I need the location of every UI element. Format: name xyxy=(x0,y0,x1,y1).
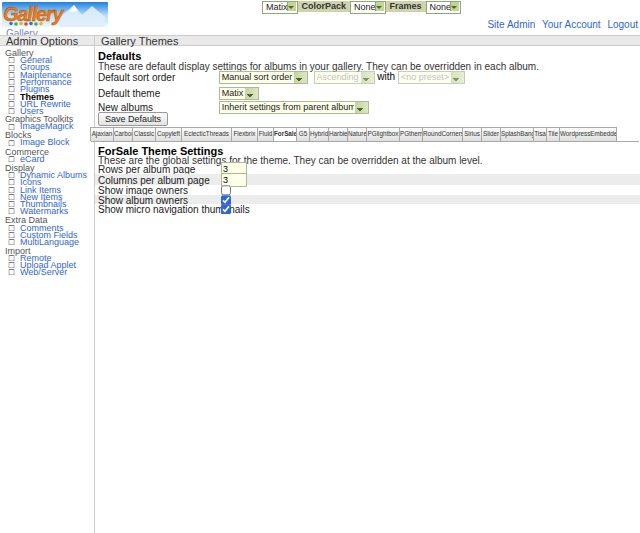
svg-text:Gallery: Gallery xyxy=(3,3,64,25)
